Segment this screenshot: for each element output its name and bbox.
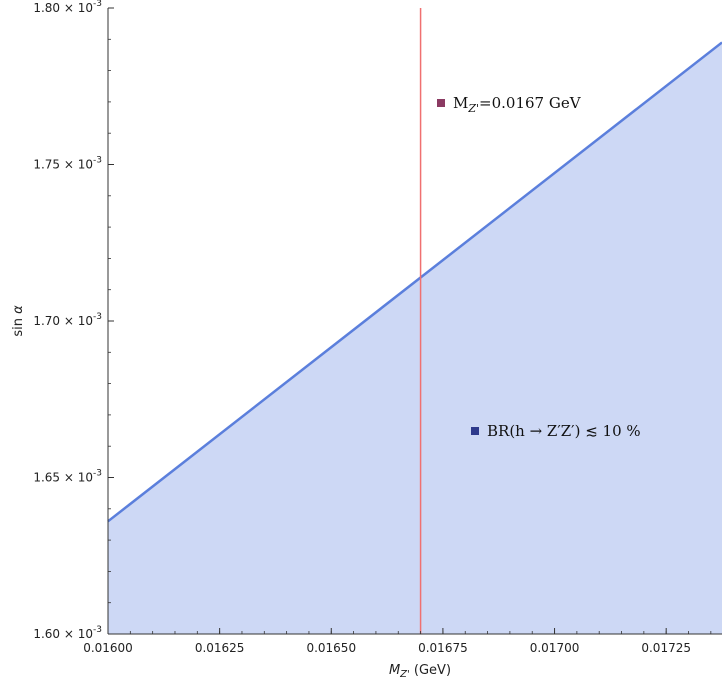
legend-marker-mass <box>437 99 445 107</box>
y-tick-label: 1.75 × 10-3 <box>33 156 102 172</box>
br-boundary-line <box>107 41 722 523</box>
legend-mass-line: MZ'=0.0167 GeV <box>437 94 582 115</box>
y-tick-label: 1.80 × 10-3 <box>33 0 102 15</box>
y-tick-label: 1.65 × 10-3 <box>33 469 102 485</box>
legend-br-label: BR(h → Z′Z′) ≲ 10 % <box>487 422 641 440</box>
x-tick-label: 0.01600 <box>83 641 133 655</box>
x-tick-label: 0.01725 <box>641 641 691 655</box>
x-tick-label: 0.01675 <box>418 641 468 655</box>
y-tick-label: 1.60 × 10-3 <box>33 625 102 641</box>
y-axis-label: sin α <box>11 305 26 337</box>
x-tick-label: 0.01650 <box>306 641 356 655</box>
x-tick-label: 0.01625 <box>195 641 245 655</box>
excluded-region-fill <box>108 42 722 635</box>
legend-br-region: BR(h → Z′Z′) ≲ 10 % <box>471 422 641 440</box>
x-axis-label: MZ' (GeV) <box>389 663 451 680</box>
x-tick-label: 0.01700 <box>530 641 580 655</box>
legend-mass-label: MZ'=0.0167 GeV <box>453 94 582 115</box>
ticks: 0.01600 0.01625 0.01650 0.01675 0.01700 0.017… <box>33 0 712 655</box>
legend-marker-br <box>471 427 479 435</box>
y-tick-label: 1.70 × 10-3 <box>33 312 102 328</box>
